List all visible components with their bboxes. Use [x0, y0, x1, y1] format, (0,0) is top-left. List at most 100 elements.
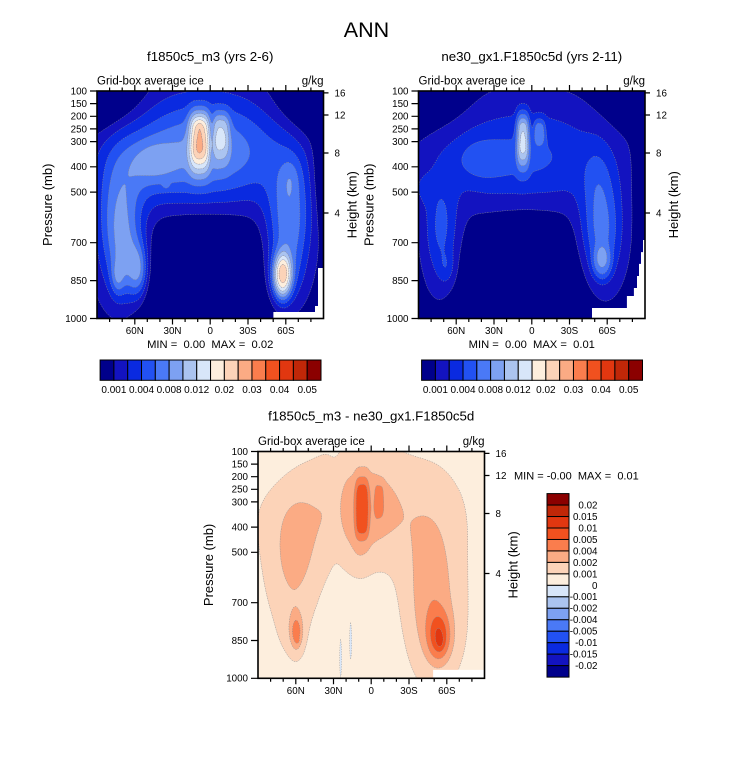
- svg-text:250: 250: [71, 124, 88, 135]
- svg-text:0.03: 0.03: [564, 385, 584, 396]
- svg-text:150: 150: [392, 99, 409, 110]
- svg-text:Grid-box average ice: Grid-box average ice: [258, 436, 365, 448]
- svg-text:4: 4: [496, 569, 502, 580]
- svg-text:0.02: 0.02: [215, 385, 235, 396]
- svg-text:1000: 1000: [65, 314, 87, 325]
- svg-text:0.012: 0.012: [506, 385, 531, 396]
- svg-text:60S: 60S: [438, 686, 456, 697]
- svg-text:0.004: 0.004: [129, 385, 154, 396]
- svg-text:30S: 30S: [239, 326, 257, 337]
- svg-text:500: 500: [71, 188, 88, 199]
- svg-text:0.03: 0.03: [242, 385, 262, 396]
- svg-text:700: 700: [71, 238, 88, 249]
- svg-text:0.002: 0.002: [573, 558, 598, 569]
- svg-text:0: 0: [368, 686, 374, 697]
- svg-text:150: 150: [232, 460, 249, 471]
- svg-text:MIN = -0.00 MAX = 0.01: MIN = -0.00 MAX = 0.01: [514, 471, 639, 483]
- svg-text:MIN = 0.00 MAX = 0.02: MIN = 0.00 MAX = 0.02: [147, 339, 273, 351]
- svg-text:0.001: 0.001: [423, 385, 448, 396]
- svg-text:4: 4: [335, 208, 341, 219]
- svg-text:0.04: 0.04: [270, 385, 290, 396]
- svg-text:g/kg: g/kg: [463, 436, 485, 448]
- svg-text:Pressure (mb): Pressure (mb): [201, 524, 216, 606]
- svg-text:0.005: 0.005: [573, 535, 598, 546]
- svg-text:850: 850: [392, 276, 409, 287]
- svg-text:0: 0: [207, 326, 213, 337]
- svg-text:-0.001: -0.001: [570, 592, 598, 603]
- svg-text:-0.02: -0.02: [575, 661, 597, 672]
- svg-text:0.008: 0.008: [478, 385, 503, 396]
- svg-text:0.001: 0.001: [101, 385, 126, 396]
- svg-text:-0.005: -0.005: [570, 627, 598, 638]
- svg-text:0.004: 0.004: [573, 546, 598, 557]
- svg-text:8: 8: [335, 148, 341, 159]
- svg-text:100: 100: [232, 447, 249, 458]
- svg-text:-0.004: -0.004: [570, 615, 598, 626]
- svg-text:16: 16: [496, 449, 507, 460]
- svg-text:400: 400: [232, 523, 249, 534]
- svg-text:8: 8: [496, 509, 502, 520]
- svg-text:30S: 30S: [561, 326, 579, 337]
- svg-text:100: 100: [71, 86, 88, 97]
- svg-text:MIN = 0.00 MAX = 0.01: MIN = 0.00 MAX = 0.01: [469, 339, 595, 351]
- svg-text:400: 400: [71, 162, 88, 173]
- svg-text:0.015: 0.015: [573, 512, 598, 523]
- svg-text:Height (km): Height (km): [506, 531, 521, 598]
- svg-text:f1850c5_m3 (yrs 2-6): f1850c5_m3 (yrs 2-6): [147, 49, 273, 64]
- svg-text:0.05: 0.05: [619, 385, 639, 396]
- svg-text:12: 12: [656, 110, 667, 121]
- svg-text:f1850c5_m3 - ne30_gx1.F1850c5d: f1850c5_m3 - ne30_gx1.F1850c5d: [268, 409, 474, 424]
- svg-text:16: 16: [656, 88, 667, 99]
- svg-text:850: 850: [71, 276, 88, 287]
- svg-text:0.05: 0.05: [297, 385, 317, 396]
- svg-text:Height (km): Height (km): [345, 171, 360, 238]
- svg-text:400: 400: [392, 162, 409, 173]
- svg-text:g/kg: g/kg: [623, 76, 645, 88]
- svg-text:-0.015: -0.015: [570, 650, 598, 661]
- svg-text:150: 150: [71, 99, 88, 110]
- svg-text:300: 300: [392, 137, 409, 148]
- svg-text:Height (km): Height (km): [666, 171, 681, 238]
- svg-text:60S: 60S: [598, 326, 616, 337]
- svg-text:30N: 30N: [485, 326, 503, 337]
- svg-text:30N: 30N: [164, 326, 182, 337]
- svg-text:g/kg: g/kg: [302, 76, 324, 88]
- svg-text:8: 8: [656, 148, 662, 159]
- svg-text:200: 200: [71, 112, 88, 123]
- svg-text:100: 100: [392, 86, 409, 97]
- svg-text:500: 500: [392, 188, 409, 199]
- svg-text:0.012: 0.012: [184, 385, 209, 396]
- svg-text:250: 250: [392, 124, 409, 135]
- svg-text:0.02: 0.02: [578, 501, 597, 512]
- svg-text:300: 300: [232, 497, 249, 508]
- svg-text:-0.01: -0.01: [575, 638, 597, 649]
- svg-text:ANN: ANN: [344, 18, 389, 42]
- svg-text:700: 700: [392, 238, 409, 249]
- svg-text:60N: 60N: [287, 686, 305, 697]
- svg-text:250: 250: [232, 485, 249, 496]
- svg-text:30N: 30N: [325, 686, 343, 697]
- svg-text:1000: 1000: [387, 314, 409, 325]
- svg-text:12: 12: [496, 471, 507, 482]
- svg-text:0.01: 0.01: [578, 523, 597, 534]
- svg-text:12: 12: [335, 110, 346, 121]
- svg-text:0.001: 0.001: [573, 569, 598, 580]
- svg-text:0: 0: [592, 581, 598, 592]
- svg-text:500: 500: [232, 548, 249, 559]
- svg-text:0: 0: [529, 326, 535, 337]
- svg-text:300: 300: [71, 137, 88, 148]
- svg-text:60N: 60N: [126, 326, 144, 337]
- svg-text:0.02: 0.02: [536, 385, 556, 396]
- svg-text:30S: 30S: [400, 686, 418, 697]
- svg-text:Grid-box average ice: Grid-box average ice: [419, 76, 526, 88]
- svg-text:-0.002: -0.002: [570, 604, 598, 615]
- svg-text:1000: 1000: [226, 674, 248, 685]
- svg-text:4: 4: [656, 208, 662, 219]
- svg-text:Pressure (mb): Pressure (mb): [40, 164, 55, 246]
- svg-text:60N: 60N: [447, 326, 465, 337]
- svg-text:200: 200: [392, 112, 409, 123]
- svg-text:200: 200: [232, 472, 249, 483]
- svg-text:700: 700: [232, 598, 249, 609]
- svg-text:0.004: 0.004: [450, 385, 475, 396]
- svg-text:Grid-box average ice: Grid-box average ice: [97, 76, 204, 88]
